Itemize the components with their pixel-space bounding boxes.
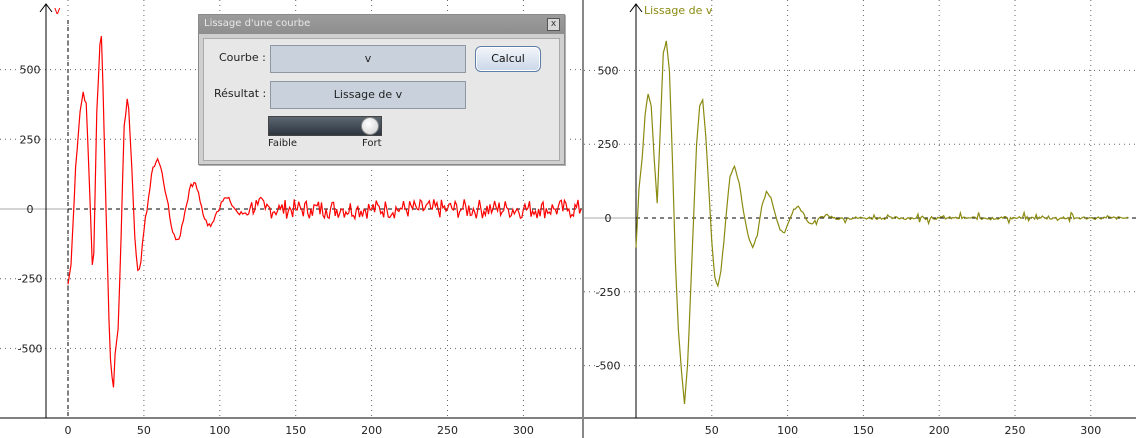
- series-title: v: [54, 4, 61, 17]
- x-tick-label: 300: [513, 424, 534, 437]
- y-tick-label: 250: [598, 138, 619, 151]
- series-line: [67, 35, 582, 388]
- y-axis-arrowhead: [39, 3, 53, 13]
- dialog-title: Lissage d'une courbe: [204, 18, 311, 29]
- result-label: Résultat :: [214, 87, 267, 100]
- curve-select[interactable]: v: [270, 45, 466, 73]
- y-tick-label: -500: [18, 342, 43, 355]
- x-tick-label: 300: [1080, 424, 1101, 437]
- y-tick-label: -250: [18, 273, 43, 286]
- result-field[interactable]: Lissage de v: [270, 81, 466, 109]
- y-tick-label: 0: [605, 212, 612, 225]
- y-tick-label: 500: [598, 64, 619, 77]
- x-tick-label: 250: [1005, 424, 1026, 437]
- dialog-title-bar[interactable]: Lissage d'une courbe x: [199, 15, 564, 34]
- y-axis-arrowhead: [629, 3, 643, 13]
- x-tick-label: 150: [853, 424, 874, 437]
- y-tick-label: -250: [596, 286, 621, 299]
- dialog-body: Courbe : v Calcul Résultat : Lissage de …: [203, 38, 560, 161]
- y-tick-label: -500: [596, 360, 621, 373]
- close-icon[interactable]: x: [547, 18, 560, 31]
- y-tick-label: 500: [20, 64, 41, 77]
- x-tick-label: 100: [209, 424, 230, 437]
- series-line: [635, 40, 1129, 405]
- x-tick-label: 50: [137, 424, 151, 437]
- y-tick-label: 250: [20, 133, 41, 146]
- x-tick-label: 50: [705, 424, 719, 437]
- slider-knob[interactable]: [361, 117, 379, 135]
- slider-min-label: Faible: [268, 138, 298, 149]
- series-title: Lissage de v: [644, 4, 713, 17]
- smoothing-dialog[interactable]: Lissage d'une courbe x Courbe : v Calcul…: [198, 14, 565, 165]
- x-tick-label: 250: [437, 424, 458, 437]
- y-tick-label: 0: [27, 203, 34, 216]
- x-tick-label: 150: [285, 424, 306, 437]
- slider-max-label: Fort: [362, 138, 382, 149]
- x-tick-label: 200: [929, 424, 950, 437]
- curve-label: Courbe :: [219, 51, 266, 64]
- x-tick-label: 100: [777, 424, 798, 437]
- smoothing-slider[interactable]: [268, 116, 382, 136]
- x-tick-label: 200: [361, 424, 382, 437]
- calcul-button[interactable]: Calcul: [475, 46, 541, 72]
- x-tick-label: 0: [65, 424, 72, 437]
